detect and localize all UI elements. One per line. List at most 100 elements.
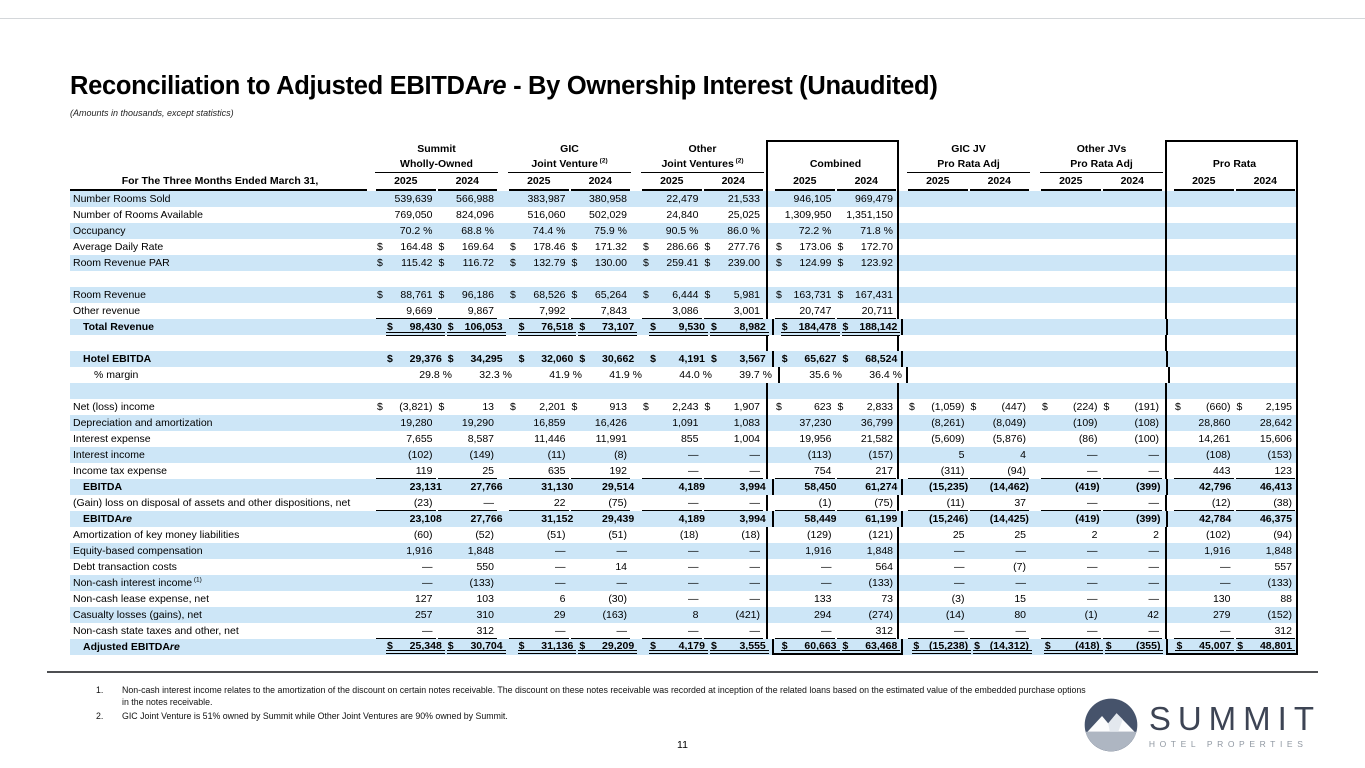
column-group: $65,627 $68,524 [771,351,904,367]
cell [911,319,972,335]
cell: — [641,463,703,479]
cell: 14,261 [1198,433,1231,445]
column-group [899,207,1032,223]
column-group: — (133) [367,575,500,591]
cell [1173,271,1235,287]
cell: (94) [1273,529,1292,541]
column-group: — — [633,447,766,463]
cell [774,335,836,351]
column-group [1035,351,1167,367]
column-group: — — [633,495,766,511]
cell: $ (14,312) [972,639,1033,654]
column-group: — — [1032,495,1165,511]
column-group: 2025 2024 [367,173,500,191]
column-group [1032,383,1165,399]
table-row: Equity-based compensation 1,916 1,848— — — —1… [70,543,1298,559]
cell: 42 [1147,609,1159,621]
group-title: Pro Rata Adj [907,157,1030,173]
column-group [633,271,766,287]
column-group [766,383,899,399]
cell [907,383,969,399]
column-group: $ (3,821) $13 [367,399,500,415]
cell: 119 [375,463,437,479]
cell: 1,004 [733,433,760,445]
column-group: — — [1032,543,1165,559]
cell: 564 [875,561,893,573]
column-group: 1,916 1,848 [766,543,899,559]
cell [1040,223,1102,239]
cell [1235,191,1297,207]
cell [969,303,1031,319]
cell: — [437,495,499,511]
column-group: 22,479 21,533 [633,191,766,207]
cell: 516,060 [527,209,566,221]
row-label: Occupancy [73,225,126,237]
column-group: 946,105 969,479 [766,191,899,207]
column-group [903,351,1035,367]
column-group: 19,280 19,290 [367,415,500,431]
cell: — [1087,561,1098,573]
cell: (399) [1135,513,1161,525]
column-group: $ (418) $ (355) [1035,639,1167,655]
year-header: 2025 [775,173,835,191]
row-label: Amortization of key money liabilities [73,529,240,541]
column-group: Pro Rata Adj [1032,157,1165,173]
column-group: (60) (52) [367,527,500,543]
row-label: Non-cash interest income (1) [73,576,202,589]
column-group: $184,478 $188,142 [771,319,904,336]
group-title: Combined [809,158,862,170]
cell: (108) [1205,449,1231,461]
cell: — [749,545,761,557]
cell: 566,988 [456,193,494,205]
cell: (18) [741,529,760,541]
cell [1173,239,1235,255]
cell [508,271,570,287]
column-group: 294 (274) [766,607,899,623]
column-group: 443 123 [1165,463,1298,479]
cell: — [749,561,761,573]
cell: (12) [1173,495,1235,511]
cell: — [1102,495,1164,511]
cell: — [749,449,761,461]
cell: $132.79 [510,257,566,269]
column-group: — — [1032,559,1165,575]
cell: 61,199 [865,513,898,525]
column-group: $ (660) $2,195 [1165,399,1298,415]
cell: (421) [735,609,760,621]
cell: — [774,623,836,639]
cell: $ (355) [1104,639,1165,654]
logo-name: SUMMIT [1148,699,1321,737]
cell [1104,319,1165,335]
cell: 74.4 % [532,225,566,237]
cell [1235,287,1297,303]
cell [1102,191,1164,207]
column-group: 2025 2024 [766,173,899,191]
cell: $169.64 [438,241,495,253]
column-group: $259.41 $239.00 [633,255,766,271]
cell [969,239,1031,255]
cell: $ (3,821) [377,401,433,413]
cell: $68,526 [510,289,566,301]
cell [969,271,1031,287]
year-header: 2024 [1102,173,1163,191]
column-group [899,239,1032,255]
cell [907,255,969,271]
cell: 8,587 [467,433,494,445]
cell: 557 [1274,561,1292,573]
cell: — [954,577,965,589]
cell: — [1148,449,1160,461]
cell: (60) [413,529,433,541]
cell [907,303,969,319]
group-title: GIC [560,143,579,155]
cell: 28,642 [1259,417,1292,429]
column-group: — — [500,623,633,639]
cell: 383,987 [527,193,566,205]
cell [1173,383,1235,399]
table-row: Adjusted EBITDAre $25,348 $30,704 $31,136 $2… [70,639,1299,655]
table-row: (Gain) loss on disposal of assets and ot… [70,495,1298,511]
cell: 25 [952,529,965,541]
cell [907,239,969,255]
column-group [1032,287,1165,303]
cell: $ (191) [1103,401,1160,413]
